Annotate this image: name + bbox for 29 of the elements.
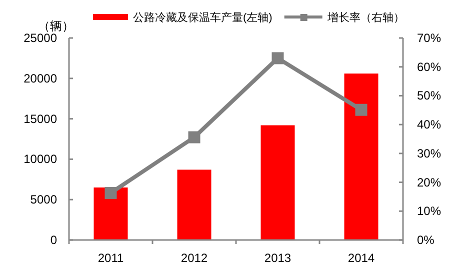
y2-tick-label: 70% bbox=[417, 31, 442, 45]
bar bbox=[94, 187, 128, 240]
point bbox=[272, 52, 284, 64]
y2-tick-label: 20% bbox=[417, 175, 442, 190]
y-tick-label: 20000 bbox=[24, 71, 58, 86]
x-tick-label: 2011 bbox=[98, 251, 124, 265]
y2-tick-label: 60% bbox=[417, 60, 442, 74]
y2-tick-label: 40% bbox=[417, 118, 442, 132]
x-tick-label: 2012 bbox=[180, 251, 208, 265]
y-tick-label: 5000 bbox=[30, 192, 58, 207]
x-tick-label: 2013 bbox=[264, 251, 292, 265]
y-tick-label: 25000 bbox=[24, 31, 58, 45]
point bbox=[355, 104, 368, 116]
point bbox=[188, 131, 200, 144]
y2-tick-label: 50% bbox=[417, 88, 442, 103]
x-tick-label: 2014 bbox=[348, 251, 375, 265]
bar bbox=[344, 74, 378, 240]
point bbox=[104, 186, 117, 199]
y-tick-label: 15000 bbox=[24, 112, 58, 126]
bar bbox=[177, 170, 212, 240]
legend-label: 增长率（右轴） bbox=[326, 11, 404, 24]
bar bbox=[260, 125, 295, 240]
y-tick-label: 0 bbox=[50, 233, 58, 247]
y-axis-title: （辆） bbox=[38, 19, 74, 33]
y2-tick-label: 0% bbox=[417, 233, 435, 247]
y2-tick-label: 30% bbox=[417, 146, 442, 160]
y2-tick-label: 10% bbox=[417, 204, 442, 218]
y-tick-label: 10000 bbox=[24, 152, 58, 166]
legend-label: 公路冷藏及保温车产量(左轴) bbox=[133, 11, 272, 24]
